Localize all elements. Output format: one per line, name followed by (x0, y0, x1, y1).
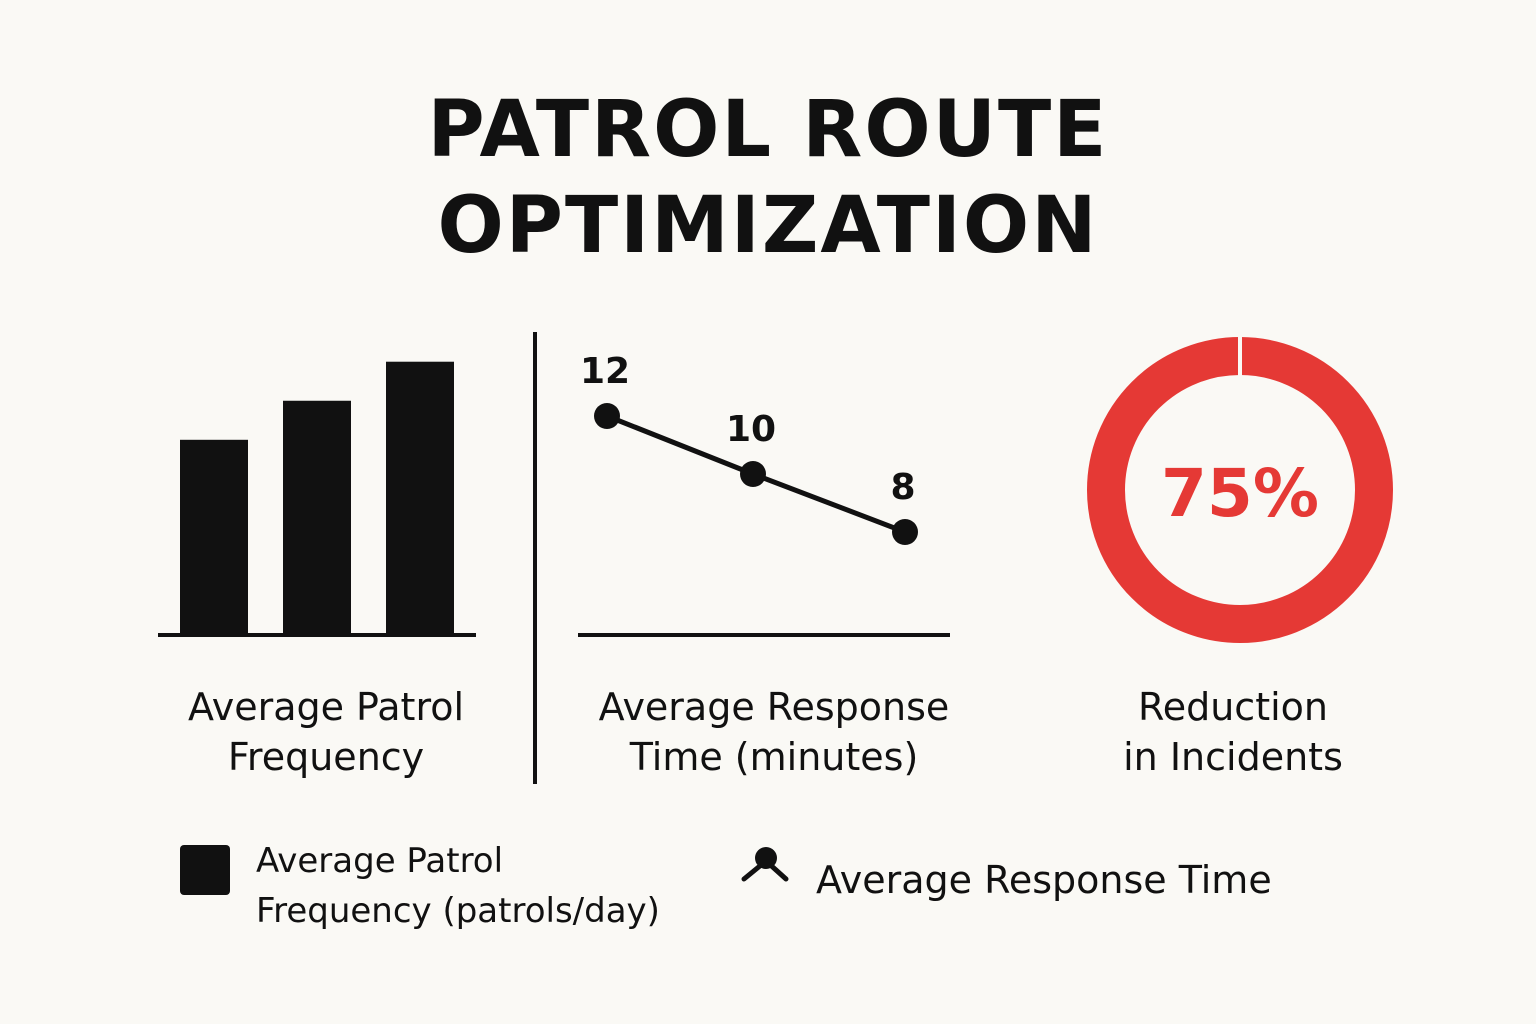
line-caption-line-2: Time (minutes) (629, 735, 919, 779)
bar-chart-caption: Average Patrol Frequency (148, 682, 504, 782)
donut-chart-caption: Reduction in Incidents (1080, 682, 1386, 782)
donut-caption-line-2: in Incidents (1123, 735, 1343, 779)
line-point-2 (740, 461, 766, 487)
legend-item-bar: Average Patrol Frequency (patrols/day) (256, 836, 660, 936)
legend-bar-line-2: Frequency (patrols/day) (256, 891, 660, 931)
line-marker-icon (741, 847, 789, 882)
legend-bar-line-1: Average Patrol (256, 841, 504, 881)
line-data-label-1: 12 (580, 351, 630, 392)
line-series: 12 10 8 (580, 351, 918, 545)
line-data-label-3: 8 (890, 467, 915, 508)
black-square-icon (180, 845, 230, 895)
bar-caption-line-1: Average Patrol (187, 685, 465, 729)
line-chart-caption: Average Response Time (minutes) (566, 682, 982, 782)
line-caption-line-1: Average Response (598, 685, 950, 729)
donut-chart: 75% (1087, 336, 1393, 643)
legend-line-label: Average Response Time (816, 858, 1272, 902)
page-title: PATROL ROUTE OPTIMIZATION (0, 82, 1536, 274)
line-point-3 (892, 519, 918, 545)
legend-item-line: Average Response Time (816, 855, 1272, 905)
bar-2 (283, 400, 351, 635)
title-line-1: PATROL ROUTE (427, 85, 1109, 175)
bar-3 (386, 361, 454, 635)
bar-chart (158, 361, 476, 637)
line-data-label-2: 10 (726, 409, 776, 450)
donut-caption-line-1: Reduction (1138, 685, 1328, 729)
donut-center-label: 75% (1161, 455, 1319, 532)
line-chart: 12 10 8 (578, 351, 950, 637)
line-point-1 (594, 403, 620, 429)
bar-group (180, 361, 454, 635)
title-line-2: OPTIMIZATION (437, 181, 1099, 271)
bar-1 (180, 439, 248, 635)
bar-caption-line-2: Frequency (227, 735, 425, 779)
